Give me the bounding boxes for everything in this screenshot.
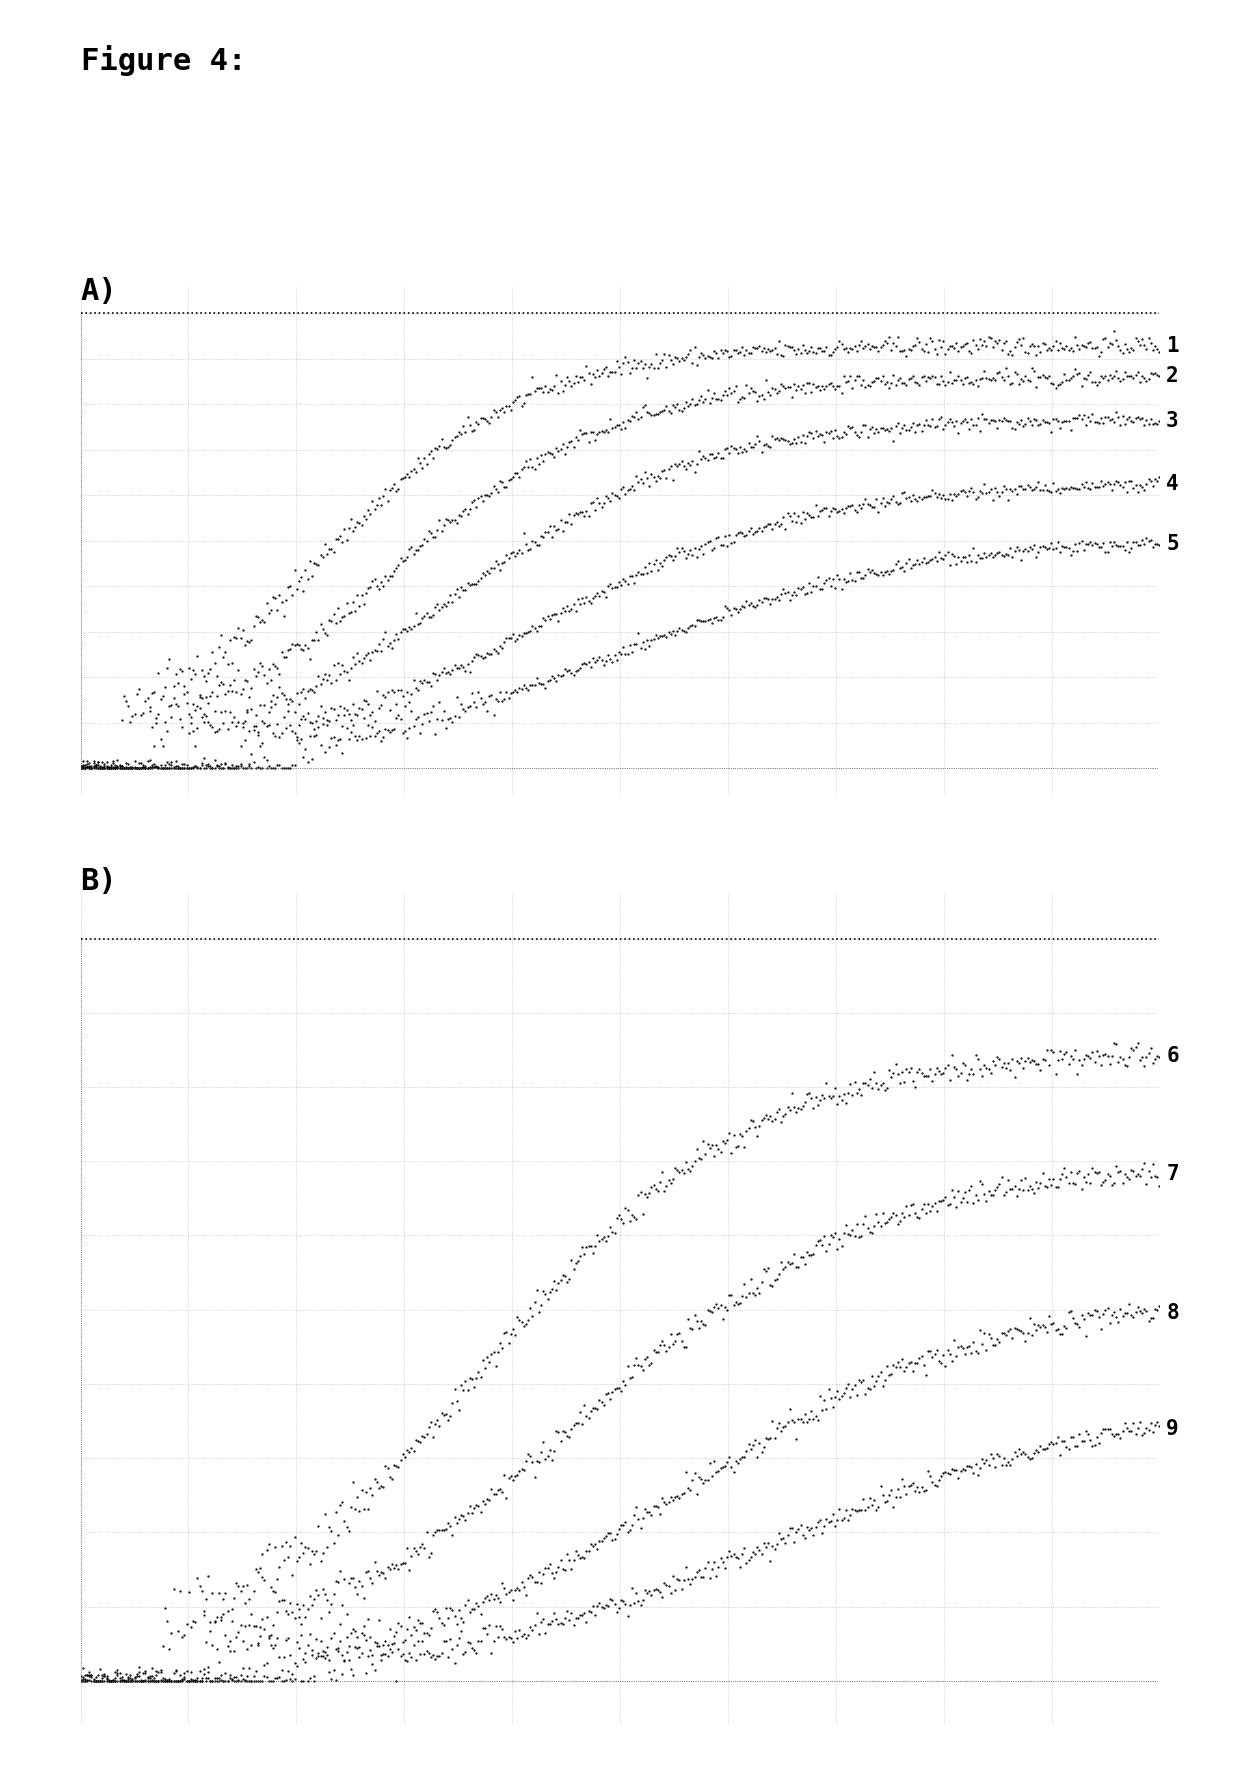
Text: A): A)	[81, 277, 118, 306]
Text: 6: 6	[1166, 1046, 1179, 1066]
Text: 7: 7	[1166, 1164, 1179, 1184]
Text: 3: 3	[1166, 411, 1179, 431]
Text: B): B)	[81, 867, 118, 896]
Text: 9: 9	[1166, 1420, 1179, 1439]
Text: 8: 8	[1166, 1303, 1179, 1323]
Text: 5: 5	[1166, 535, 1179, 554]
Text: 2: 2	[1166, 367, 1179, 386]
Text: 4: 4	[1166, 474, 1179, 493]
Text: 1: 1	[1166, 336, 1179, 356]
Text: Figure 4:: Figure 4:	[81, 45, 246, 75]
